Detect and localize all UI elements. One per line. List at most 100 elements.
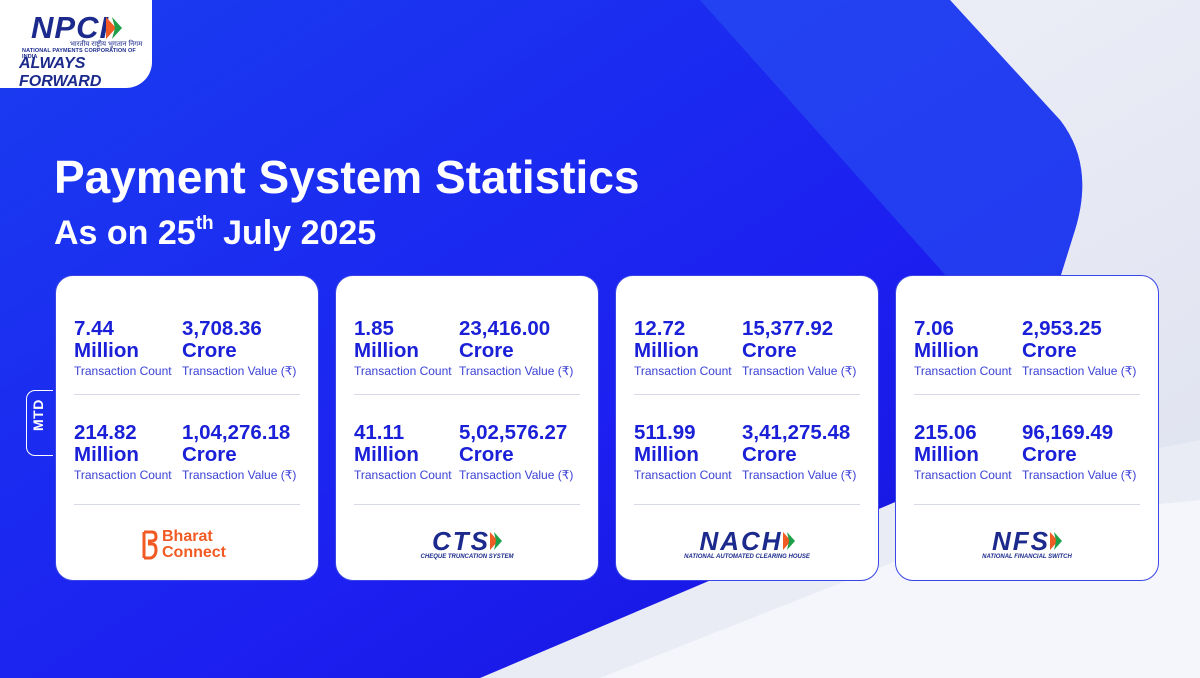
ytd-value: 3,41,275.48 Crore Transaction Value (₹) xyxy=(742,422,856,483)
value-amount: 2,953.25 xyxy=(1022,317,1102,340)
value-amount: 3,708.36 xyxy=(182,317,262,340)
divider xyxy=(914,504,1140,505)
count-value: 7.44 xyxy=(74,317,114,340)
nach-arrow-icon xyxy=(782,532,795,550)
mtd-value: 15,377.92 Crore Transaction Value (₹) xyxy=(742,318,856,379)
subtitle-ordinal: th xyxy=(195,212,214,234)
ytd-count: 511.99 Million Transaction Count xyxy=(634,422,732,483)
npci-arrow-icon xyxy=(106,17,122,39)
divider xyxy=(914,394,1140,395)
value-unit: Crore xyxy=(742,443,797,466)
count-value: 12.72 xyxy=(634,317,686,340)
ytd-value: 5,02,576.27 Crore Transaction Value (₹) xyxy=(459,422,573,483)
nfs-logo: NFS NATIONAL FINANCIAL SWITCH xyxy=(896,526,1158,560)
value-amount: 5,02,576.27 xyxy=(459,421,568,444)
count-label: Transaction Count xyxy=(354,468,452,482)
mtd-value: 3,708.36 Crore Transaction Value (₹) xyxy=(182,318,296,379)
brand-line1: CTS xyxy=(432,526,490,556)
value-amount: 23,416.00 xyxy=(459,317,551,340)
count-label: Transaction Count xyxy=(634,364,732,378)
value-label: Transaction Value (₹) xyxy=(459,468,574,482)
subtitle-date-suffix: July 2025 xyxy=(213,214,377,252)
tagline: ALWAYS FORWARD xyxy=(19,55,102,90)
page-title: Payment System Statistics xyxy=(54,151,640,203)
ytd-count: 41.11 Million Transaction Count xyxy=(354,422,452,483)
count-value: 7.06 xyxy=(914,317,954,340)
brand-line2: NATIONAL FINANCIAL SWITCH xyxy=(982,554,1072,560)
value-label: Transaction Value (₹) xyxy=(459,364,574,378)
value-amount: 1,04,276.18 xyxy=(182,421,291,444)
subtitle-date-prefix: As on 25 xyxy=(54,214,196,252)
divider xyxy=(634,394,860,395)
count-value: 511.99 xyxy=(634,421,696,444)
count-unit: Million xyxy=(354,339,419,362)
nfs-arrow-icon xyxy=(1050,532,1062,550)
npci-wordmark: NPCI xyxy=(31,10,110,45)
brand-line1: NFS xyxy=(992,526,1050,556)
nach-logo: NACH NATIONAL AUTOMATED CLEARING HOUSE xyxy=(616,526,878,560)
count-value: 215.06 xyxy=(914,421,977,444)
count-unit: Million xyxy=(914,443,979,466)
count-unit: Million xyxy=(74,443,139,466)
value-label: Transaction Value (₹) xyxy=(742,468,857,482)
mtd-count: 7.44 Million Transaction Count xyxy=(74,318,172,379)
npci-full-name: NATIONAL PAYMENTS CORPORATION OF INDIA xyxy=(22,48,136,60)
npci-logo[interactable]: NPCI भारतीय राष्ट्रीय भुगतान निगम NATION… xyxy=(0,0,152,90)
value-unit: Crore xyxy=(182,443,237,466)
mtd-count: 12.72 Million Transaction Count xyxy=(634,318,732,379)
card-bharat-connect: 7.44 Million Transaction Count 3,708.36 … xyxy=(55,275,319,581)
ytd-count: 215.06 Million Transaction Count xyxy=(914,422,1012,483)
value-unit: Crore xyxy=(1022,443,1077,466)
count-value: 214.82 xyxy=(74,421,137,444)
brand-line2: NATIONAL AUTOMATED CLEARING HOUSE xyxy=(684,554,810,560)
mtd-count: 1.85 Million Transaction Count xyxy=(354,318,452,379)
divider xyxy=(354,504,580,505)
card-nach: 12.72 Million Transaction Count 15,377.9… xyxy=(615,275,879,581)
value-unit: Crore xyxy=(182,339,237,362)
count-label: Transaction Count xyxy=(914,364,1012,378)
value-label: Transaction Value (₹) xyxy=(1022,364,1137,378)
count-unit: Million xyxy=(634,443,699,466)
count-value: 41.11 xyxy=(354,421,405,444)
divider xyxy=(74,394,300,395)
value-amount: 3,41,275.48 xyxy=(742,421,851,444)
ytd-count: 214.82 Million Transaction Count xyxy=(74,422,172,483)
count-unit: Million xyxy=(914,339,979,362)
value-unit: Crore xyxy=(459,443,514,466)
card-cts: 1.85 Million Transaction Count 23,416.00… xyxy=(335,275,599,581)
value-amount: 15,377.92 xyxy=(742,317,834,340)
value-label: Transaction Value (₹) xyxy=(1022,468,1137,482)
divider xyxy=(634,504,860,505)
mtd-label: MTD xyxy=(30,399,46,431)
mtd-marker: MTD xyxy=(26,390,53,456)
ytd-value: 1,04,276.18 Crore Transaction Value (₹) xyxy=(182,422,296,483)
value-label: Transaction Value (₹) xyxy=(182,468,297,482)
count-label: Transaction Count xyxy=(74,364,172,378)
count-unit: Million xyxy=(354,443,419,466)
brand-line1: Bharat xyxy=(162,528,213,545)
divider xyxy=(74,504,300,505)
count-label: Transaction Count xyxy=(634,468,732,482)
value-label: Transaction Value (₹) xyxy=(742,364,857,378)
value-unit: Crore xyxy=(742,339,797,362)
ytd-value: 96,169.49 Crore Transaction Value (₹) xyxy=(1022,422,1136,483)
count-value: 1.85 xyxy=(354,317,394,340)
count-label: Transaction Count xyxy=(354,364,452,378)
divider xyxy=(354,394,580,395)
card-nfs: 7.06 Million Transaction Count 2,953.25 … xyxy=(895,275,1159,581)
mtd-value: 23,416.00 Crore Transaction Value (₹) xyxy=(459,318,573,379)
page-subtitle: As on 25th July 2025 xyxy=(54,212,377,253)
mtd-value: 2,953.25 Crore Transaction Value (₹) xyxy=(1022,318,1136,379)
mtd-count: 7.06 Million Transaction Count xyxy=(914,318,1012,379)
bharat-connect-icon xyxy=(142,530,158,560)
brand-line2: CHEQUE TRUNCATION SYSTEM xyxy=(420,554,514,560)
count-label: Transaction Count xyxy=(74,468,172,482)
count-unit: Million xyxy=(634,339,699,362)
npci-hindi-name: भारतीय राष्ट्रीय भुगतान निगम xyxy=(70,41,143,48)
value-unit: Crore xyxy=(1022,339,1077,362)
cts-logo: CTS CHEQUE TRUNCATION SYSTEM xyxy=(336,526,598,560)
brand-line1: NACH xyxy=(699,526,783,556)
cts-arrow-icon xyxy=(490,532,502,550)
value-unit: Crore xyxy=(459,339,514,362)
brand-line2: Connect xyxy=(162,544,226,561)
